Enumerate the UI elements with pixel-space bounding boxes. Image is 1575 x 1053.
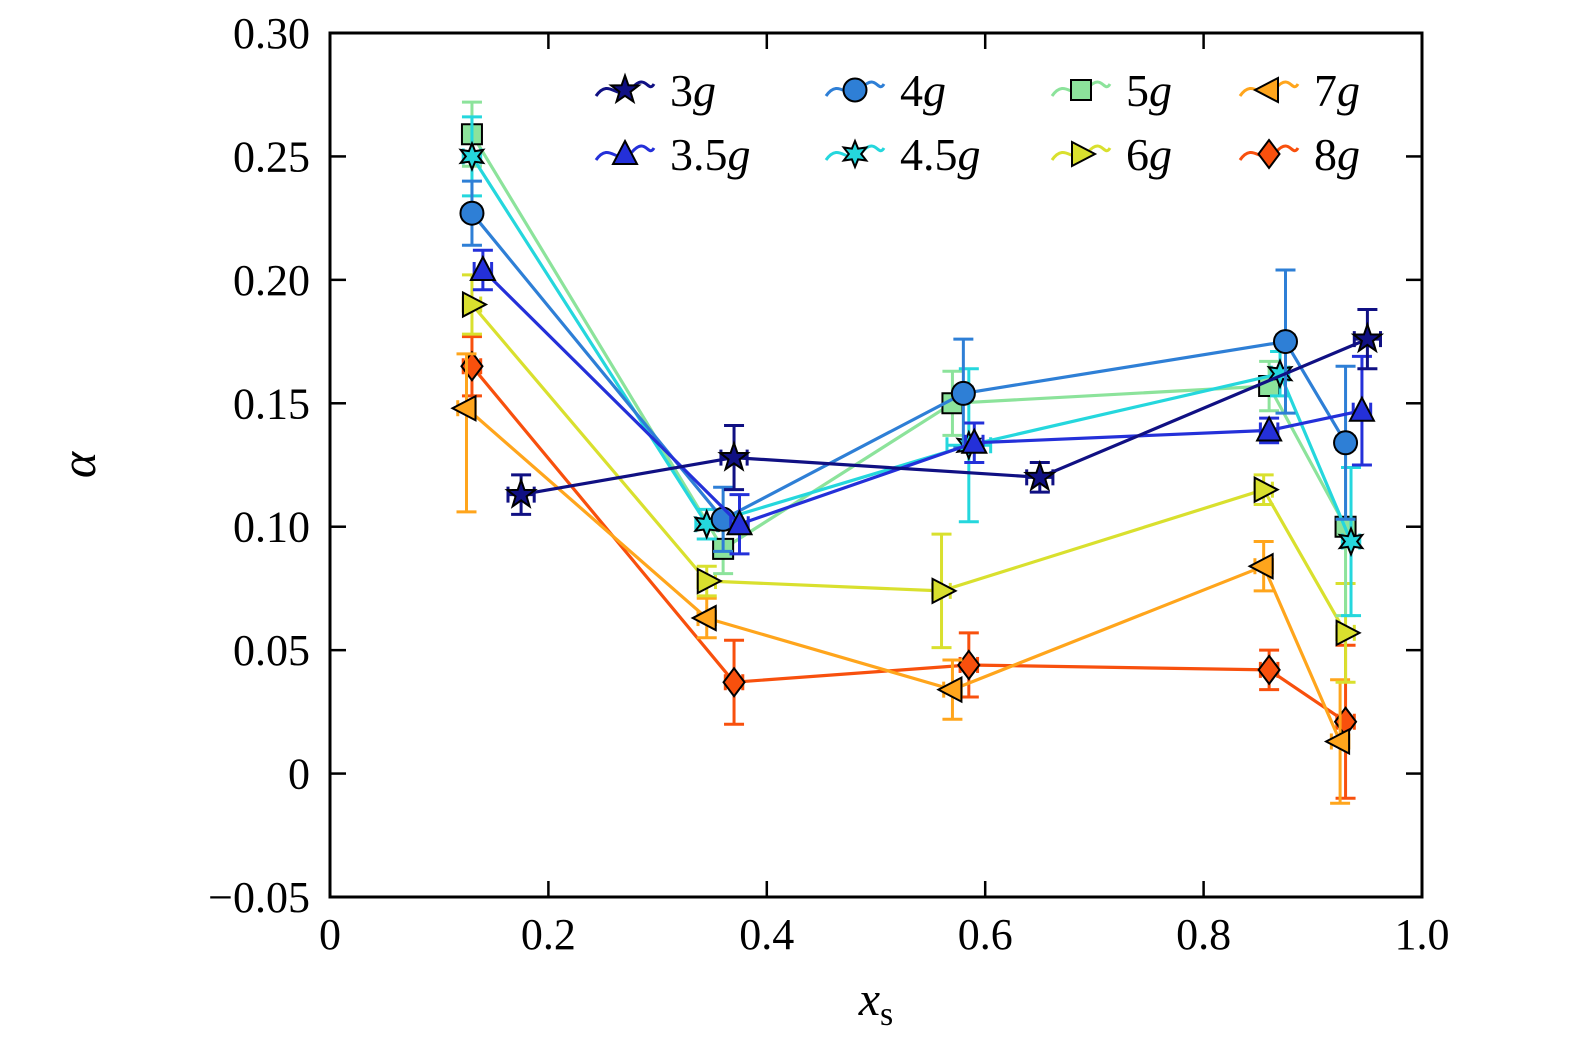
- legend-line-sample: [594, 144, 656, 161]
- legend-entry-3g: 3g: [594, 65, 716, 116]
- series-8g: [460, 335, 1358, 800]
- x-tick-label: 0.4: [739, 910, 794, 959]
- triangle-up-marker: [725, 509, 754, 536]
- series-3g: [504, 307, 1385, 516]
- series-line: [465, 406, 1342, 743]
- star5-marker: [1023, 459, 1057, 492]
- legend-entry-5g: 5g: [1050, 65, 1172, 116]
- star5-marker: [608, 72, 642, 105]
- star6-marker: [841, 138, 869, 170]
- series-3.5g: [469, 248, 1376, 556]
- y-tick-label: 0.30: [233, 9, 310, 58]
- diamond-marker: [1257, 138, 1281, 170]
- plot-frame: [328, 31, 1424, 899]
- series-6g: [461, 273, 1362, 684]
- star6-marker: [1337, 525, 1365, 558]
- square-marker: [1070, 79, 1092, 101]
- x-tick-label: 0.6: [958, 910, 1013, 959]
- triangle-left-marker: [1252, 76, 1279, 104]
- y-axis-label: α: [50, 450, 106, 478]
- series-line: [520, 337, 1369, 497]
- legend-label: 4g: [900, 65, 946, 116]
- series-7g: [450, 352, 1351, 805]
- x-tick-label: 0.2: [521, 910, 576, 959]
- star5-marker: [717, 440, 751, 472]
- legend-label: 7g: [1314, 65, 1360, 116]
- y-tick-label: −0.05: [208, 873, 310, 922]
- triangle-right-marker: [461, 290, 489, 319]
- y-tick-label: 0: [288, 750, 310, 799]
- circle-marker: [459, 200, 485, 226]
- series-4g: [459, 179, 1359, 553]
- legend-entry-8g: 8g: [1238, 129, 1360, 180]
- triangle-up-marker: [1348, 395, 1376, 422]
- star5-marker: [504, 477, 538, 509]
- triangle-left-marker: [936, 675, 963, 704]
- circle-marker: [1333, 430, 1359, 456]
- triangle-right-marker: [1071, 140, 1098, 168]
- triangle-left-marker: [690, 604, 717, 632]
- diamond-marker: [722, 666, 746, 698]
- x-tick-label: 0.8: [1176, 910, 1231, 959]
- circle-marker: [842, 77, 868, 103]
- diamond-marker: [1257, 654, 1281, 686]
- diamond-marker: [957, 649, 981, 681]
- triangle-right-marker: [1253, 476, 1280, 504]
- y-tick-label: 0.15: [233, 379, 310, 428]
- legend: 3g 4g 5g 7g 3.5g 4.5g 6g 8g: [594, 65, 1360, 180]
- triangle-up-marker: [960, 427, 988, 454]
- legend-entry-4.5g: 4.5g: [824, 129, 981, 180]
- legend-label: 3.5g: [670, 129, 751, 180]
- series-line: [470, 365, 1347, 724]
- legend-entry-3.5g: 3.5g: [594, 129, 751, 180]
- star6-marker: [458, 140, 486, 173]
- triangle-left-marker: [1247, 552, 1274, 580]
- x-tick-label: 1.0: [1395, 910, 1450, 959]
- legend-label: 6g: [1126, 129, 1172, 180]
- series-line: [470, 133, 1348, 551]
- x-axis-label: xs: [858, 973, 894, 1033]
- star5-marker: [1350, 321, 1385, 354]
- y-tick-label: 0.05: [233, 626, 310, 675]
- star6-marker: [1266, 358, 1294, 390]
- legend-label: 5g: [1126, 65, 1172, 116]
- legend-entry-6g: 6g: [1050, 129, 1172, 180]
- y-tick-label: 0.20: [233, 256, 310, 305]
- x-tick-label: 0: [319, 910, 341, 959]
- triangle-up-marker: [469, 254, 497, 281]
- legend-entry-7g: 7g: [1238, 65, 1360, 116]
- legend-label: 8g: [1314, 129, 1360, 180]
- legend-label: 4.5g: [900, 129, 981, 180]
- legend-entry-4g: 4g: [824, 65, 946, 116]
- triangle-right-marker: [1335, 619, 1362, 647]
- triangle-right-marker: [696, 567, 723, 595]
- y-tick-label: 0.10: [233, 503, 310, 552]
- triangle-left-marker: [450, 394, 477, 422]
- triangle-right-marker: [931, 577, 958, 605]
- series-line: [470, 212, 1347, 521]
- triangle-up-marker: [1255, 415, 1283, 442]
- triangle-left-marker: [1323, 727, 1351, 756]
- triangle-up-marker: [611, 138, 639, 165]
- circle-marker: [950, 380, 976, 406]
- circle-marker: [1273, 329, 1298, 355]
- y-tick-label: 0.25: [233, 132, 310, 181]
- legend-label: 3g: [670, 65, 716, 116]
